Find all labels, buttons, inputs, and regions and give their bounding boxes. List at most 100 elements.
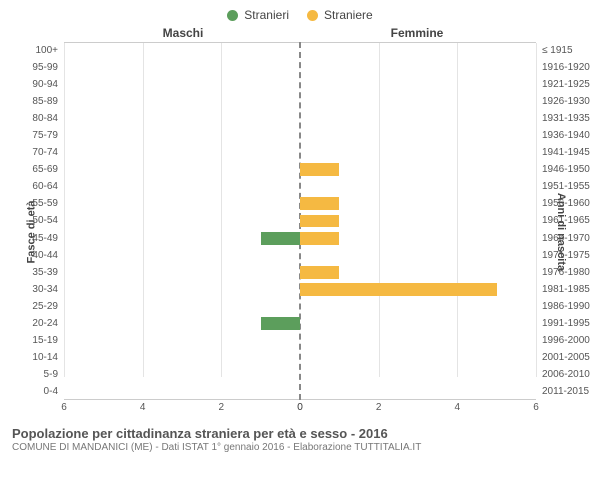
birth-label: 1931-1935: [536, 113, 594, 124]
x-axis-left: 6420: [64, 400, 300, 422]
female-cell: [300, 161, 536, 178]
data-row: 5-92006-2010: [6, 366, 594, 383]
age-label: 50-54: [6, 215, 64, 226]
age-label: 70-74: [6, 147, 64, 158]
male-cell: [64, 298, 300, 315]
birth-label: 1946-1950: [536, 164, 594, 175]
female-cell: [300, 195, 536, 212]
male-cell: [64, 42, 300, 59]
female-cell: [300, 127, 536, 144]
x-tick: 6: [533, 402, 539, 413]
female-bar: [300, 163, 339, 176]
data-row: 30-34 1981-1985: [6, 281, 594, 298]
age-label: 30-34: [6, 284, 64, 295]
female-bar: [300, 197, 339, 210]
female-cell: [300, 247, 536, 264]
birth-label: 2006-2010: [536, 369, 594, 380]
female-bar: [300, 266, 339, 279]
birth-label: 1991-1995: [536, 318, 594, 329]
male-bar: [261, 232, 300, 245]
female-cell: [300, 332, 536, 349]
legend-label-female: Straniere: [324, 8, 373, 22]
data-row: 95-99 1916-1920: [6, 59, 594, 76]
birth-label: 1956-1960: [536, 198, 594, 209]
age-label: 75-79: [6, 130, 64, 141]
plot-area: Fasce di età Anni di nascita 100+≤ 19159…: [6, 42, 594, 422]
male-cell: [64, 349, 300, 366]
data-row: 0-42011-2015: [6, 383, 594, 400]
female-cell: [300, 383, 536, 400]
x-tick: 4: [140, 402, 146, 413]
birth-label: ≤ 1915: [536, 45, 594, 56]
birth-label: 1996-2000: [536, 335, 594, 346]
legend-item-male: Stranieri: [227, 8, 289, 22]
male-bar: [261, 317, 300, 330]
male-cell: [64, 247, 300, 264]
birth-label: 1936-1940: [536, 130, 594, 141]
x-axis: 6420 0246: [64, 400, 536, 422]
data-row: 40-441971-1975: [6, 247, 594, 264]
male-cell: [64, 230, 300, 247]
data-row: 35-391976-1980: [6, 264, 594, 281]
age-label: 65-69: [6, 164, 64, 175]
birth-label: 1986-1990: [536, 301, 594, 312]
birth-label: 1921-1925: [536, 79, 594, 90]
legend-item-female: Straniere: [307, 8, 373, 22]
female-cell: [300, 110, 536, 127]
male-cell: [64, 59, 300, 76]
birth-label: 1916-1920: [536, 62, 594, 73]
female-bar: [300, 215, 339, 228]
data-row: 90-94 1921-1925: [6, 76, 594, 93]
chart-container: Stranieri Straniere Maschi Femmine Fasce…: [0, 0, 600, 500]
rows-container: 100+≤ 191595-991916-192090-941921-192585…: [6, 42, 594, 400]
chart-title: Popolazione per cittadinanza straniera p…: [12, 426, 588, 441]
top-label-male: Maschi: [6, 26, 300, 40]
chart-footer: Popolazione per cittadinanza straniera p…: [6, 426, 594, 453]
legend: Stranieri Straniere: [6, 8, 594, 22]
chart-subtitle: COMUNE DI MANDANICI (ME) - Dati ISTAT 1°…: [12, 442, 588, 453]
female-cell: [300, 144, 536, 161]
age-label: 0-4: [6, 386, 64, 397]
male-cell: [64, 212, 300, 229]
male-cell: [64, 366, 300, 383]
male-cell: [64, 110, 300, 127]
age-label: 15-19: [6, 335, 64, 346]
female-cell: [300, 42, 536, 59]
data-row: 70-741941-1945: [6, 144, 594, 161]
age-label: 45-49: [6, 233, 64, 244]
legend-swatch-male: [227, 10, 238, 21]
age-label: 25-29: [6, 301, 64, 312]
data-row: 10-142001-2005: [6, 349, 594, 366]
female-cell: [300, 59, 536, 76]
female-cell: [300, 264, 536, 281]
birth-label: 1961-1965: [536, 215, 594, 226]
male-cell: [64, 383, 300, 400]
male-cell: [64, 93, 300, 110]
data-row: 80-841931-1935: [6, 110, 594, 127]
female-cell: [300, 315, 536, 332]
x-tick: 2: [376, 402, 382, 413]
age-label: 95-99: [6, 62, 64, 73]
age-label: 60-64: [6, 181, 64, 192]
female-bar: [300, 232, 339, 245]
legend-label-male: Stranieri: [244, 8, 289, 22]
male-cell: [64, 144, 300, 161]
male-cell: [64, 195, 300, 212]
top-labels: Maschi Femmine: [6, 26, 594, 40]
birth-label: 1926-1930: [536, 96, 594, 107]
female-cell: [300, 93, 536, 110]
female-cell: [300, 281, 536, 298]
female-cell: [300, 349, 536, 366]
x-tick: 6: [61, 402, 67, 413]
birth-label: 1951-1955: [536, 181, 594, 192]
age-label: 35-39: [6, 267, 64, 278]
female-cell: [300, 178, 536, 195]
birth-label: 1981-1985: [536, 284, 594, 295]
age-label: 55-59: [6, 198, 64, 209]
age-label: 90-94: [6, 79, 64, 90]
male-cell: [64, 281, 300, 298]
data-row: 100+≤ 1915: [6, 42, 594, 59]
data-row: 20-241991-1995: [6, 315, 594, 332]
male-cell: [64, 127, 300, 144]
data-row: 65-69 1946-1950: [6, 161, 594, 178]
